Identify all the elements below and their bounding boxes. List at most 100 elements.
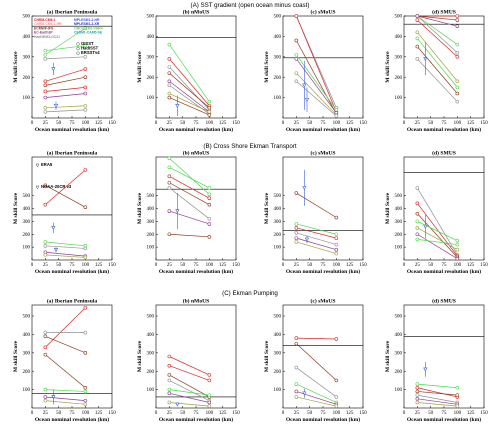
x-tick-label: 25 bbox=[294, 121, 300, 126]
data-point bbox=[167, 378, 172, 383]
x-axis-label: Ocean nominal resolution (km) bbox=[286, 126, 360, 133]
data-point bbox=[43, 398, 48, 403]
x-tick-label: 75 bbox=[321, 411, 327, 416]
x-axis-label: Ocean nominal resolution (km) bbox=[286, 268, 360, 275]
y-tick-label: 500 bbox=[395, 194, 403, 199]
series-line bbox=[417, 15, 458, 53]
legend-model-label: MPI-ESM1-2-HR bbox=[74, 18, 100, 22]
obs-marker bbox=[53, 104, 59, 108]
data-point bbox=[207, 393, 212, 397]
series-line bbox=[296, 367, 337, 398]
data-point bbox=[334, 404, 339, 408]
data-point bbox=[455, 393, 460, 397]
y-tick-label: 400 bbox=[23, 333, 31, 338]
data-point bbox=[455, 247, 460, 252]
data-point bbox=[83, 385, 88, 390]
data-point bbox=[294, 240, 299, 244]
data-point bbox=[294, 395, 299, 399]
data-point bbox=[455, 91, 460, 96]
panel-title: (a) Iberian Peninsula bbox=[47, 150, 98, 157]
series-line bbox=[296, 396, 337, 407]
y-tick-label: 400 bbox=[395, 207, 403, 212]
x-tick-label: 150 bbox=[108, 411, 116, 416]
data-point bbox=[43, 244, 48, 248]
section-title-b: (B) Cross Shore Ekman Transport bbox=[203, 143, 296, 150]
panel-c-3: (c) sMoUS 100 200 300 400 500 0 25 50 75 100 125 150… bbox=[264, 298, 367, 424]
panel-title: (d) SMUS bbox=[432, 9, 456, 16]
obs-marker bbox=[304, 97, 310, 102]
data-point bbox=[207, 186, 212, 190]
legend-obs-label: ERA5 bbox=[41, 162, 53, 167]
data-point bbox=[334, 108, 339, 112]
y-tick-label: 200 bbox=[274, 233, 282, 238]
series-line bbox=[45, 105, 86, 109]
series-line bbox=[45, 76, 86, 86]
data-point bbox=[207, 110, 212, 114]
obs-marker bbox=[302, 391, 307, 396]
panel-title: (d) SMUS bbox=[432, 150, 456, 157]
data-point bbox=[294, 191, 299, 195]
x-tick-label: 100 bbox=[82, 411, 90, 416]
data-point bbox=[83, 402, 88, 407]
data-point bbox=[294, 231, 299, 235]
panel-c-1: (a) Iberian Peninsula 100 200 300 400 500 0 25 5… bbox=[13, 298, 116, 424]
x-tick-label: 125 bbox=[346, 411, 354, 416]
x-tick-label: 25 bbox=[294, 411, 300, 416]
data-point bbox=[43, 395, 48, 399]
panel-title: (c) sMoUS bbox=[310, 298, 335, 305]
x-tick-label: 75 bbox=[194, 411, 200, 416]
data-point bbox=[334, 395, 339, 399]
y-tick-label: 200 bbox=[23, 233, 31, 238]
x-tick-label: 150 bbox=[480, 411, 488, 416]
series-line bbox=[169, 58, 210, 106]
x-tick-label: 25 bbox=[43, 121, 49, 126]
y-tick-label: 100 bbox=[147, 388, 155, 393]
data-point bbox=[415, 201, 420, 206]
y-tick-label: 500 bbox=[147, 315, 155, 320]
data-point bbox=[43, 79, 48, 84]
panel-title: (a) Iberian Peninsula bbox=[47, 9, 98, 16]
data-point bbox=[83, 205, 88, 210]
y-tick-label: 200 bbox=[274, 76, 282, 81]
y-tick-label: 500 bbox=[274, 15, 282, 20]
data-point bbox=[334, 247, 339, 252]
x-axis-label: Ocean nominal resolution (km) bbox=[159, 126, 233, 133]
data-point bbox=[334, 114, 339, 118]
y-axis-label: M skill Score bbox=[264, 51, 270, 83]
series-line bbox=[45, 307, 86, 348]
x-tick-label: 125 bbox=[95, 411, 103, 416]
x-tick-label: 125 bbox=[467, 121, 475, 126]
series-line bbox=[169, 85, 210, 115]
x-tick-label: 150 bbox=[480, 121, 488, 126]
x-tick-label: 125 bbox=[346, 121, 354, 126]
data-point bbox=[455, 242, 460, 247]
data-point bbox=[294, 382, 299, 386]
legend-obs-label: HadISST bbox=[81, 46, 99, 51]
y-tick-label: 100 bbox=[274, 388, 282, 393]
data-point bbox=[207, 235, 212, 239]
data-point bbox=[294, 38, 299, 43]
data-point bbox=[334, 215, 339, 220]
data-point bbox=[83, 108, 88, 112]
series-line bbox=[417, 32, 458, 82]
series-line bbox=[417, 233, 458, 260]
panel-b-4: (d) SMUS 100 200 300 400 500 0 25 50 75 100 125 150O… bbox=[385, 150, 488, 276]
y-tick-label: 500 bbox=[274, 194, 282, 199]
x-tick-label: 0 bbox=[403, 263, 406, 268]
y-tick-label: 200 bbox=[274, 370, 282, 375]
obs-marker bbox=[175, 209, 180, 214]
y-tick-label: 400 bbox=[395, 333, 403, 338]
x-tick-label: 150 bbox=[480, 263, 488, 268]
legend-model-label: CESM1-CAM5-SE bbox=[74, 31, 103, 35]
legend-obs-label: OISST bbox=[81, 41, 94, 46]
y-tick-label: 100 bbox=[395, 388, 403, 393]
y-tick-label: 500 bbox=[395, 315, 403, 320]
data-point bbox=[167, 363, 172, 368]
data-point bbox=[294, 57, 299, 61]
series-line bbox=[169, 402, 210, 407]
legend-model-label: EC-Earth3P bbox=[34, 31, 53, 35]
x-tick-label: 50 bbox=[56, 411, 62, 416]
y-tick-label: 100 bbox=[23, 96, 31, 101]
plot-frame bbox=[282, 15, 364, 119]
y-tick-label: 300 bbox=[395, 351, 403, 356]
